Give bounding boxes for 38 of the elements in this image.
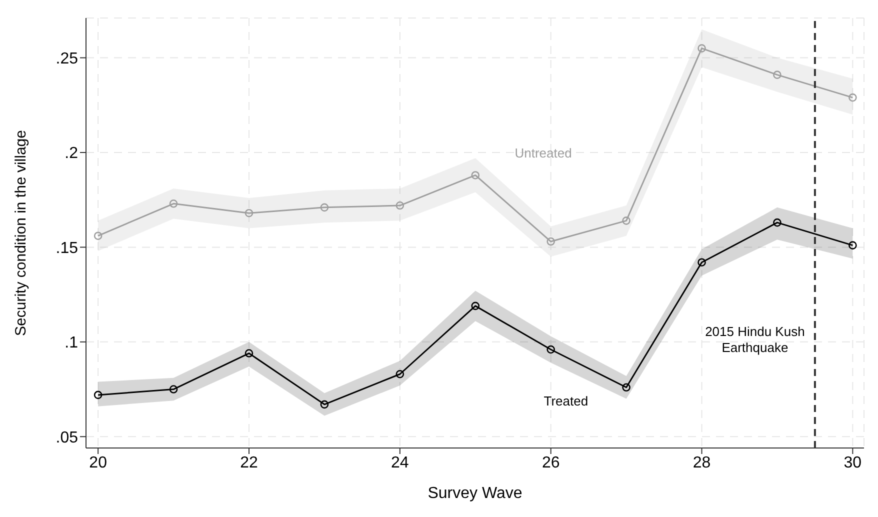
x-tick-label: 20 [89, 454, 108, 472]
point [94, 232, 102, 240]
point [471, 171, 480, 180]
point [320, 400, 329, 409]
point [546, 237, 555, 246]
point [169, 199, 178, 208]
point [698, 258, 706, 267]
x-axis-title: Survey Wave [428, 485, 522, 502]
y-tick-label: .15 [56, 240, 78, 257]
y-axis-title: Security condition in the village [12, 130, 30, 336]
point [622, 216, 630, 225]
point [773, 70, 782, 79]
point [622, 383, 630, 392]
x-tick-label: 30 [844, 454, 862, 472]
y-tick-label: .2 [64, 145, 78, 162]
point [471, 302, 480, 310]
point [169, 385, 178, 394]
point [546, 345, 555, 354]
point [244, 208, 254, 218]
point [698, 44, 706, 52]
point [773, 218, 782, 227]
point [320, 203, 329, 212]
y-tick-label: .25 [56, 50, 78, 68]
point [244, 349, 254, 358]
point [396, 370, 404, 378]
x-tick-label: 26 [542, 454, 560, 472]
point [94, 390, 102, 400]
y-tick-label: .1 [64, 334, 78, 352]
series-label: Treated [544, 394, 588, 409]
x-tick-label: 22 [240, 454, 258, 472]
ref-line-label: 2015 Hindu Kush Earthquake [705, 324, 805, 356]
text: Untreated [514, 145, 572, 160]
point [848, 93, 857, 102]
point [396, 201, 404, 210]
point [848, 241, 857, 250]
x-tick-label: 24 [391, 454, 409, 472]
y-tick-label: .05 [56, 429, 78, 446]
x-tick-label: 28 [692, 454, 711, 472]
